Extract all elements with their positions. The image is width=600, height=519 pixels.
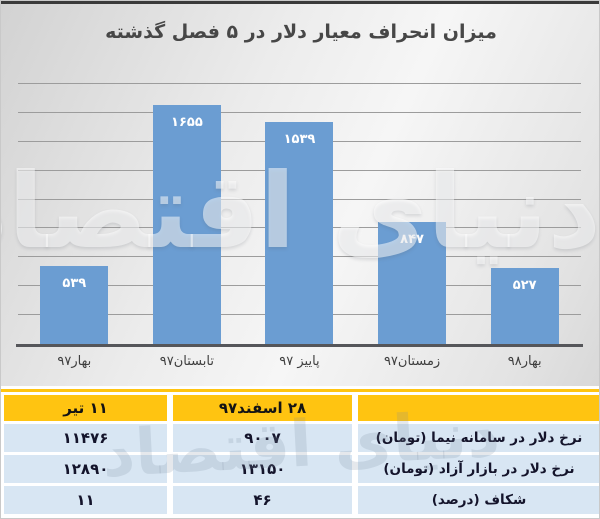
- bar-slot: ۸۴۷: [356, 84, 469, 344]
- table-top-yellow-rule: [1, 389, 599, 392]
- chart-title: میزان انحراف معیار دلار در ۵ فصل گذشته: [105, 21, 497, 43]
- row-label: نرخ دلار در بازار آزاد (تومان): [358, 455, 599, 483]
- bar-summer97: ۱۶۵۵: [152, 104, 221, 344]
- bar-value-label: ۱۵۳۹: [283, 131, 316, 147]
- x-tick-label: زمستان۹۷: [383, 354, 441, 369]
- top-dark-strip: [1, 1, 599, 4]
- row-value-tir: ۱۲۸۹۰: [4, 455, 167, 483]
- bar-value-label: ۱۶۵۵: [171, 114, 203, 130]
- x-tick-label: تابستان۹۷: [159, 354, 214, 369]
- row-label: نرخ دلار در سامانه نیما (تومان): [358, 424, 599, 452]
- row-value-esfand: ۱۳۱۵۰: [173, 455, 352, 483]
- row-value-tir: ۱۱۴۷۶: [4, 424, 167, 452]
- bar-value-label: ۵۲۷: [512, 277, 537, 293]
- x-tick-label: پاییز ۹۷: [279, 354, 320, 369]
- table-row-gap-percent: شکاف (درصد) ۴۶ ۱۱: [4, 486, 599, 514]
- x-axis-baseline: [16, 344, 583, 347]
- table-row-nima-rate: نرخ دلار در سامانه نیما (تومان) ۹۰۰۷ ۱۱۴…: [4, 424, 599, 452]
- row-value-esfand: ۴۶: [173, 486, 352, 514]
- header-tir-cell: ۱۱ تیر: [4, 395, 167, 421]
- bar-slot: ۱۶۵۵: [131, 84, 244, 344]
- header-empty-cell: [358, 395, 599, 421]
- table-row-free-market-rate: نرخ دلار در بازار آزاد (تومان) ۱۳۱۵۰ ۱۲۸…: [4, 455, 599, 483]
- bar-slot: ۵۲۷: [468, 84, 581, 344]
- data-table: ۲۸ اسفند۹۷ ۱۱ تیر نرخ دلار در سامانه نیم…: [4, 395, 599, 514]
- header-esfand-cell: ۲۸ اسفند۹۷: [173, 395, 352, 421]
- bar-series: ۵۳۹ ۱۶۵۵ ۱۵۳۹ ۸۴۷: [18, 84, 581, 344]
- bar-slot: ۵۳۹: [18, 84, 131, 344]
- bar-chart-plot-area: ۵۳۹ ۱۶۵۵ ۱۵۳۹ ۸۴۷: [18, 83, 581, 344]
- row-label: شکاف (درصد): [358, 486, 599, 514]
- bar-autumn97: ۱۵۳۹: [265, 121, 334, 344]
- bar-value-label: ۵۳۹: [62, 276, 87, 292]
- bar-slot: ۱۵۳۹: [243, 84, 356, 344]
- chart-section: میزان انحراف معیار دلار در ۵ فصل گذشته ۵…: [1, 1, 599, 386]
- bar-spring97: ۵۳۹: [40, 266, 109, 344]
- bar-spring98: ۵۲۷: [490, 267, 559, 344]
- x-tick-label: بهار۹۸: [507, 354, 542, 369]
- bar-winter97: ۸۴۷: [378, 221, 447, 344]
- x-tick-label: بهار۹۷: [57, 354, 92, 369]
- bar-value-label: ۸۴۷: [400, 231, 424, 247]
- row-value-tir: ۱۱: [4, 486, 167, 514]
- table-section: ۲۸ اسفند۹۷ ۱۱ تیر نرخ دلار در سامانه نیم…: [1, 386, 599, 518]
- row-value-esfand: ۹۰۰۷: [173, 424, 352, 452]
- x-axis-labels: بهار۹۷ تابستان۹۷ پاییز ۹۷ زمستان۹۷ بهار۹…: [18, 354, 581, 369]
- table-header-row: ۲۸ اسفند۹۷ ۱۱ تیر: [4, 395, 599, 421]
